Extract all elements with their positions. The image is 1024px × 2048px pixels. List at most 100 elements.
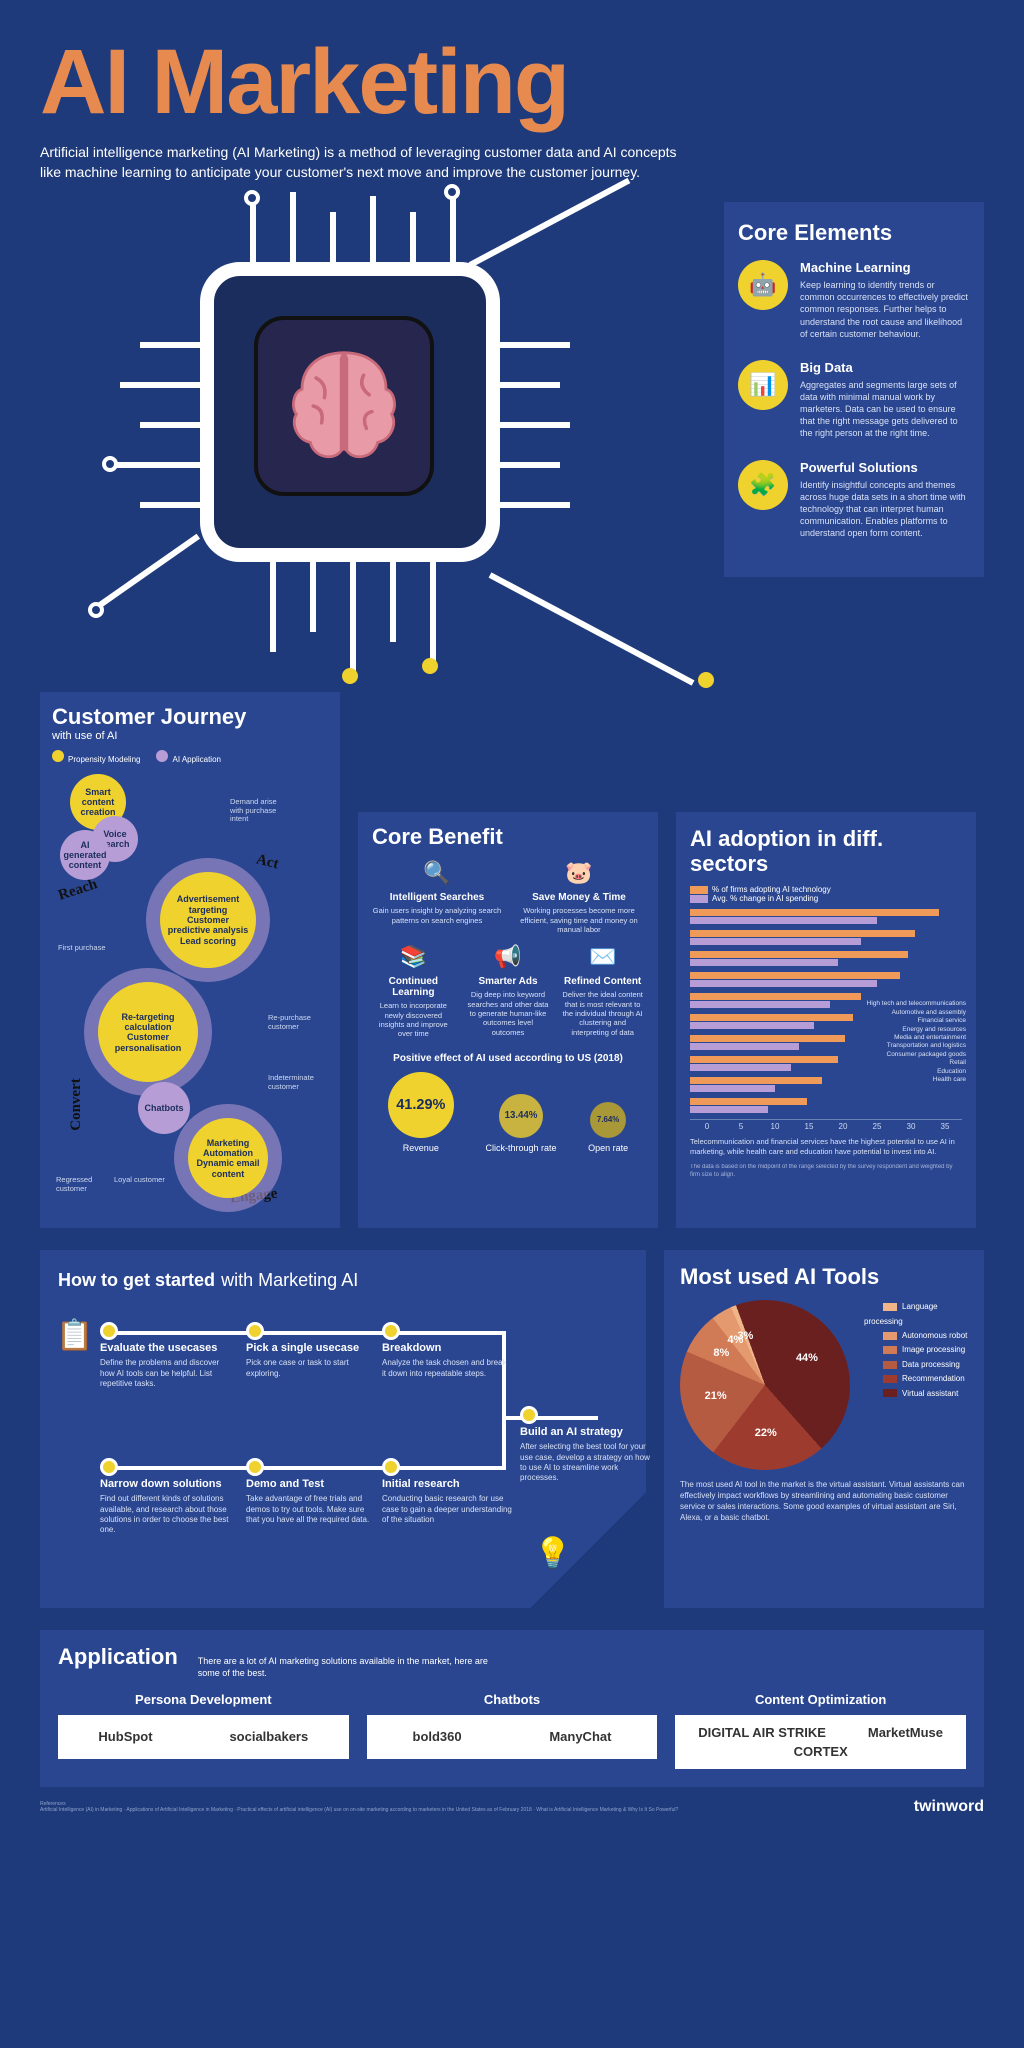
step-heading: Evaluate the usecases [100,1342,230,1354]
benefit-icon: ✉️ [561,944,644,972]
tool-legend-item: Virtual assistant [864,1387,968,1401]
page-title: AI Marketing [40,30,984,135]
journey-bubble: Marketing AutomationDynamic email conten… [188,1118,268,1198]
stage-convert: Convert [68,1078,85,1131]
adoption-title: AI adoption in diff. sectors [690,826,962,877]
app-logo: ManyChat [549,1729,611,1744]
flow-step: Narrow down solutions Find out different… [100,1478,230,1536]
stage-act: Act [254,852,280,874]
tool-legend-item: Data processing [864,1358,968,1372]
core-element-item: 📊 Big Data Aggregates and segments large… [738,360,970,440]
metrics-title: Positive effect of AI used according to … [372,1053,644,1064]
journey-title: Customer Journey [52,706,328,728]
core-element-icon: 🧩 [738,460,788,510]
chip-frame [200,262,500,562]
core-element-text: Identify insightful concepts and themes … [800,479,970,540]
app-logo: CORTEX [794,1744,848,1759]
tool-legend-item: Image processing [864,1343,968,1357]
core-element-icon: 📊 [738,360,788,410]
benefit-icon: 📚 [372,944,455,972]
core-element-text: Aggregates and segments large sets of da… [800,379,970,440]
step-heading: Narrow down solutions [100,1478,230,1490]
benefit-text: Working processes become more efficient,… [514,906,644,934]
step-dot [100,1322,118,1340]
app-logo: DIGITAL AIR STRIKE [698,1725,826,1740]
flow-step: Pick a single usecase Pick one case or t… [246,1342,376,1379]
step-heading: Initial research [382,1478,512,1490]
app-logo: bold360 [413,1729,462,1744]
pie-slice-label: 22% [755,1427,777,1439]
step-heading: Pick a single usecase [246,1342,376,1354]
benefit-icon: 🔍 [372,860,502,888]
journey-note: Demand arise with purchase intent [230,798,290,824]
legend-item: Propensity Modeling [52,750,140,764]
app-column-heading: Content Optimization [675,1692,966,1707]
app-logo: socialbakers [229,1729,308,1744]
references: References Artificial Intelligence (AI) … [40,1801,984,1814]
sector-bars [690,1098,962,1113]
brain-icon [254,316,434,496]
tool-legend-item: Recommendation [864,1372,968,1386]
pie-slice-label: 8% [713,1347,729,1359]
benefit-text: Dig deep into keyword searches and other… [467,990,550,1037]
benefit-text: Gain users insight by analyzing search p… [372,906,502,925]
journey-note: Re-purchase customer [268,1014,328,1031]
application-sub: There are a lot of AI marketing solution… [198,1656,498,1679]
flow-step: Demo and Test Take advantage of free tri… [246,1478,376,1525]
benefit-icon: 📢 [467,944,550,972]
stage-reach: Reach [56,876,99,905]
tools-title: Most used AI Tools [680,1266,968,1288]
step-dot [246,1458,264,1476]
logo-row: DIGITAL AIR STRIKE MarketMuse CORTEX [675,1715,966,1769]
app-column: Chatbots bold360ManyChat [367,1692,658,1769]
core-element-item: 🧩 Powerful Solutions Identify insightful… [738,460,970,540]
get-started-panel: How to get started with Marketing AI 📋 💡… [40,1250,646,1608]
pie-slice-label: 44% [796,1352,818,1364]
core-element-heading: Big Data [800,360,970,375]
step-text: Pick one case or task to start exploring… [246,1358,376,1379]
flow-step: Build an AI strategy After selecting the… [520,1426,650,1484]
step-dot [382,1458,400,1476]
tool-legend-item: Language processing [864,1300,968,1329]
adoption-panel: AI adoption in diff. sectors % of firms … [676,812,976,1228]
idea-box-icon: 💡 [534,1536,571,1571]
adoption-footnote: The data is based on the midpoint of the… [690,1164,962,1180]
app-column: Content Optimization DIGITAL AIR STRIKE M… [675,1692,966,1769]
benefit-text: Deliver the ideal content that is most r… [561,990,644,1037]
hero-graphic: Core Elements 🤖 Machine Learning Keep le… [40,202,984,682]
sector-bars [690,972,962,987]
core-element-text: Keep learning to identify trends or comm… [800,279,970,340]
pie-slice-label: 21% [705,1390,727,1402]
journey-sub: with use of AI [52,730,328,742]
application-title: Application [58,1644,178,1670]
journey-note: First purchase [58,944,106,953]
brand-logo: twinword [914,1798,984,1816]
step-text: Define the problems and discover how AI … [100,1358,230,1389]
step-dot [520,1406,538,1424]
app-column: Persona Development HubSpotsocialbakers [58,1692,349,1769]
pie-slice-label: 3% [737,1330,753,1342]
step-heading: Breakdown [382,1342,512,1354]
benefit-item: 📢 Smarter Ads Dig deep into keyword sear… [467,944,550,1039]
benefit-text: Learn to incorporate newly discovered in… [372,1001,455,1039]
step-text: Find out different kinds of solutions av… [100,1494,230,1536]
tool-legend-item: Autonomous robot [864,1329,968,1343]
adoption-note: Telecommunication and financial services… [690,1137,962,1157]
core-elements-panel: Core Elements 🤖 Machine Learning Keep le… [724,202,984,577]
sector-bars [690,930,962,945]
step-dot [246,1322,264,1340]
journey-note: Loyal customer [114,1176,165,1185]
legend-item: % of firms adopting AI technology [690,885,962,894]
sector-bars [690,951,962,966]
flow-step: Evaluate the usecases Define the problem… [100,1342,230,1389]
tools-pie-chart: 44%22%21%8%4%3% [680,1300,850,1470]
benefit-item: 🐷 Save Money & Time Working processes be… [514,860,644,934]
core-element-heading: Machine Learning [800,260,970,275]
benefit-item: ✉️ Refined Content Deliver the ideal con… [561,944,644,1039]
app-logo: MarketMuse [868,1725,943,1740]
flow-step: Initial research Conducting basic resear… [382,1478,512,1525]
metric: 13.44% Click-through rate [485,1094,556,1153]
step-text: Take advantage of free trials and demos … [246,1494,376,1525]
tools-note: The most used AI tool in the market is t… [680,1480,968,1523]
benefit-icon: 🐷 [514,860,644,888]
